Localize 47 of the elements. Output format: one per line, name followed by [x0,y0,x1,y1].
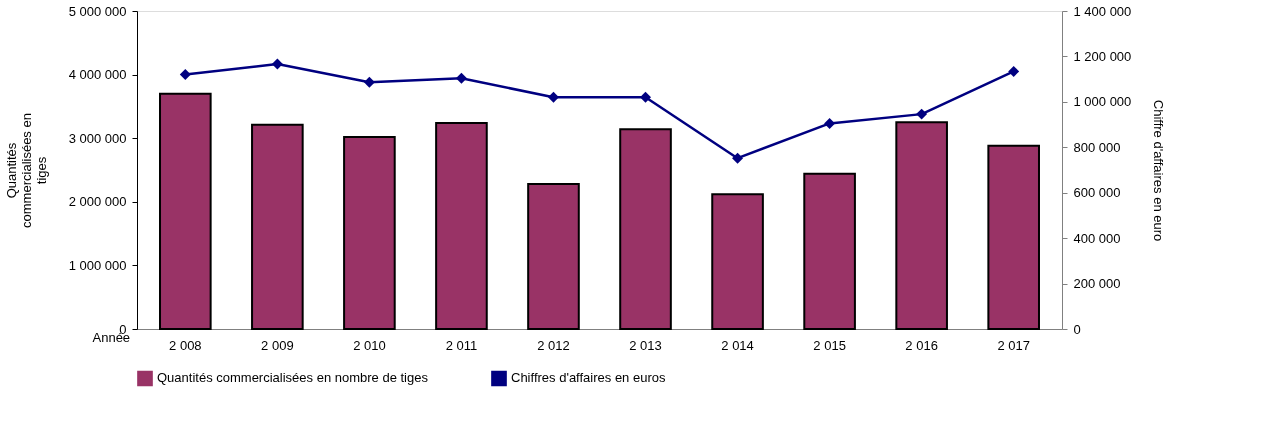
point [732,152,744,164]
legend-label: Quantités commercialisées en nombre de tiges [157,370,429,386]
x-tick-label: 2 017 [997,337,1030,353]
point [824,117,836,129]
y-tick-label: 4 000 000 [68,67,127,83]
bar [987,144,1040,330]
bar [251,123,304,330]
point [1008,65,1020,77]
bar [711,193,764,330]
y-tick-label: 2 000 000 [68,194,127,210]
point [271,58,283,70]
y2-tick-label: 0 [1073,321,1081,337]
y2-tick-label: 800 000 [1073,139,1121,155]
bar [619,128,672,330]
x-tick-label: 2 015 [813,337,846,353]
y2-tick-label: 1 200 000 [1073,48,1132,64]
y2-tick-label: 400 000 [1073,230,1121,246]
point [916,108,928,120]
point [548,91,559,103]
y2-axis-title: Chiffre d'affaires en euro [1151,99,1167,242]
bar [895,121,948,330]
bar [803,172,856,330]
point [179,69,191,81]
y-tick-label: 5 000 000 [68,3,127,19]
y2-tick-label: 200 000 [1073,276,1121,292]
bar [527,182,580,330]
x-tick-label: 2 009 [261,337,294,353]
y2-tick-label: 1 000 000 [1073,94,1132,110]
point [363,76,375,88]
bar [435,121,488,330]
legend-label: Chiffres d'affaires en euros [511,370,666,386]
point [455,72,467,84]
x-tick-label: 2 012 [537,337,570,353]
x-tick-label: 2 011 [445,337,478,353]
y-tick-label: 3 000 000 [68,130,127,146]
y2-tick-label: 1 400 000 [1073,3,1132,19]
x-tick-label: 2 016 [905,337,938,353]
y-axis-title: Quantités commercialisées en tiges [3,113,49,228]
x-tick-label: 2 014 [721,337,754,353]
y-tick-label: 1 000 000 [68,257,127,273]
bar [159,92,212,330]
x-tick-label: 2 008 [169,337,202,353]
y2-tick-label: 600 000 [1073,185,1121,201]
x-tick-label: 2 013 [629,337,662,353]
x-tick-label: 2 010 [353,337,386,353]
point [640,91,651,103]
bar [343,135,396,330]
